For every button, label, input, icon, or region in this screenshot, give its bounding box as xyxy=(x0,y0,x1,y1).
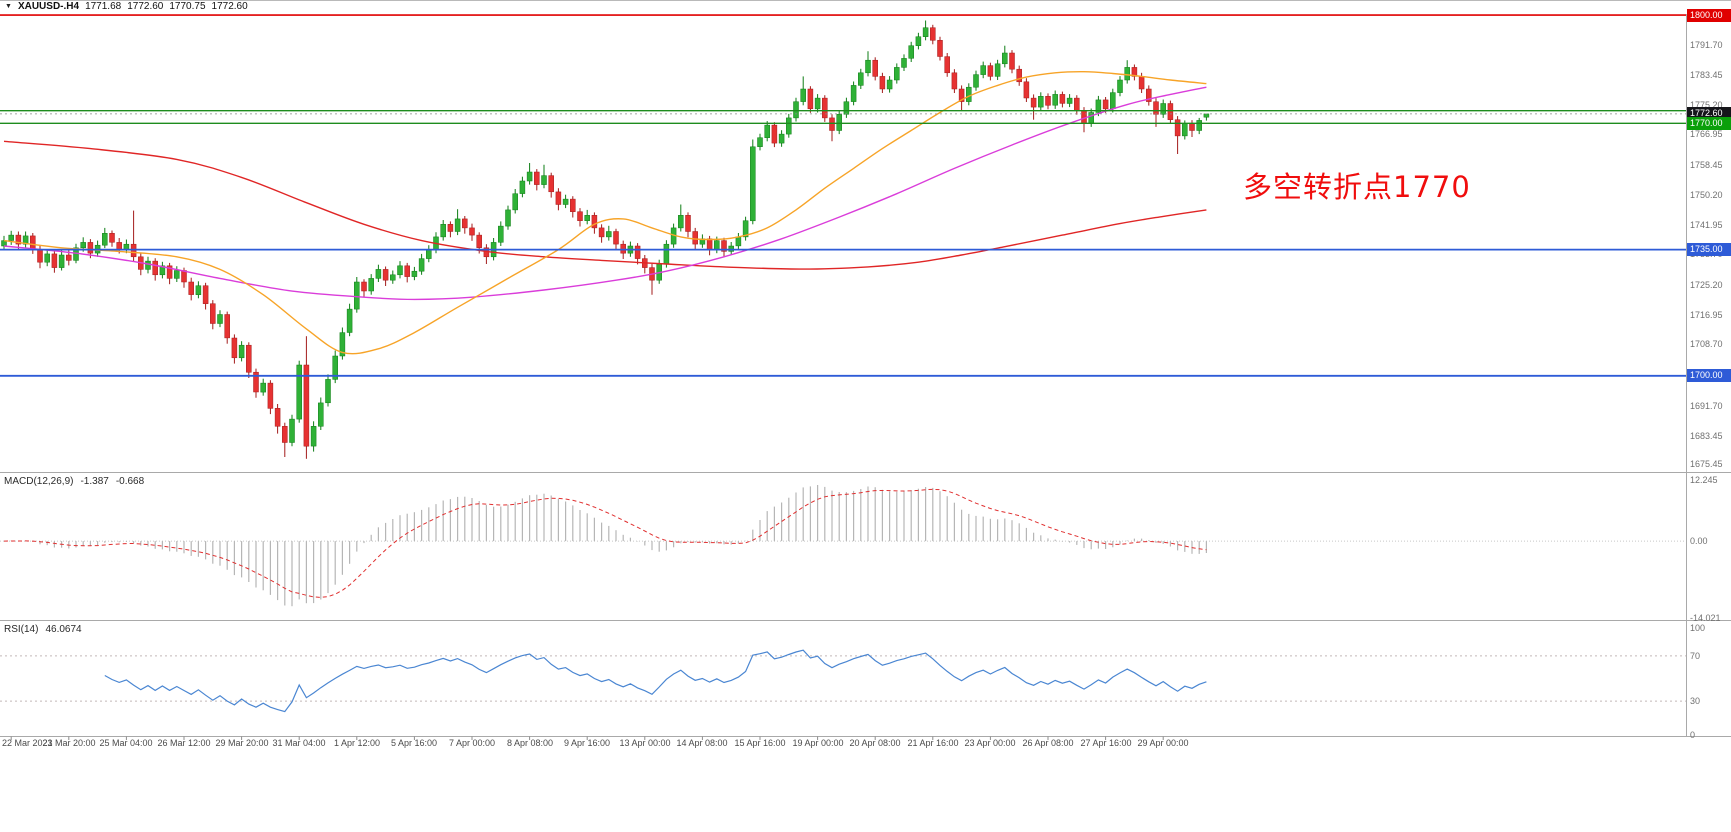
time-axis-label: 13 Apr 00:00 xyxy=(619,738,671,748)
candles-layer xyxy=(1,20,1210,459)
macd-label-name: MACD(12,26,9) xyxy=(4,476,74,487)
time-axis-label: 5 Apr 16:00 xyxy=(390,738,438,748)
price-tag-1700.00: 1700.00 xyxy=(1687,369,1731,382)
time-axis-label: 29 Mar 20:00 xyxy=(215,738,269,748)
time-axis-label: 1 Apr 12:00 xyxy=(333,738,381,748)
price-axis-tick: 1750.20 xyxy=(1690,190,1723,200)
time-axis-label: 15 Apr 16:00 xyxy=(734,738,786,748)
time-axis-label: 9 Apr 16:00 xyxy=(563,738,611,748)
price-tag-1800.00: 1800.00 xyxy=(1687,9,1731,22)
price-axis-tick: 1791.70 xyxy=(1690,40,1723,50)
time-axis-label: 19 Apr 00:00 xyxy=(792,738,844,748)
medium-magenta-ma-line xyxy=(3,86,1207,301)
time-axis-label: 7 Apr 00:00 xyxy=(448,738,496,748)
price-axis-tick: 1741.95 xyxy=(1690,220,1723,230)
price-axis-tick: 1691.70 xyxy=(1690,401,1723,411)
macd-histogram xyxy=(10,485,1208,607)
chart-symbol-period: XAUUSD-.H4 xyxy=(17,1,80,12)
macd-axis-tick: 12.245 xyxy=(1690,475,1718,485)
time-axis-label: 23 Apr 00:00 xyxy=(964,738,1016,748)
price-axis[interactable]: 1791.70 1783.45 1775.20 1766.95 1758.45 1750.… xyxy=(1687,0,1731,832)
price-tag-1772.60: 1772.60 xyxy=(1687,107,1731,120)
rsi-value: 46.0674 xyxy=(45,624,82,635)
symbol-dropdown-icon[interactable]: ▼ xyxy=(5,3,12,10)
rsi-line xyxy=(104,649,1207,713)
price-axis-tick: 1708.70 xyxy=(1690,339,1723,349)
price-axis-tick: 1775.20 xyxy=(1690,100,1723,110)
macd-indicator-label: MACD(12,26,9) -1.387 -0.668 xyxy=(4,476,144,487)
time-axis-label: 31 Mar 04:00 xyxy=(272,738,326,748)
time-axis-label: 23 Mar 20:00 xyxy=(42,738,96,748)
chart-annotation-text[interactable]: 多空转折点1770 xyxy=(1243,170,1471,204)
rsi-axis-tick: 0 xyxy=(1690,730,1696,740)
time-axis-label: 29 Apr 00:00 xyxy=(1137,738,1189,748)
time-axis-label: 14 Apr 08:00 xyxy=(676,738,728,748)
ohlc-open: 1771.68 xyxy=(85,1,122,12)
macd-signal-value: -0.668 xyxy=(115,476,145,487)
price-axis-tick: 1675.45 xyxy=(1690,459,1723,469)
time-axis-label: 25 Mar 04:00 xyxy=(99,738,153,748)
ohlc-low: 1770.75 xyxy=(169,1,206,12)
macd-axis-tick: -14.021 xyxy=(1690,613,1721,623)
slow-red-ma-line xyxy=(3,140,1207,270)
price-axis-tick: 1783.45 xyxy=(1690,70,1723,80)
price-axis-tick: 1758.45 xyxy=(1690,160,1723,170)
macd-main-value: -1.387 xyxy=(80,476,109,487)
time-axis-label: 8 Apr 08:00 xyxy=(506,738,554,748)
ohlc-close: 1772.60 xyxy=(211,1,248,12)
chart-title-bar: ▼ XAUUSD-.H4 1771.68 1772.60 1770.75 177… xyxy=(0,0,248,13)
time-axis-label: 20 Apr 08:00 xyxy=(849,738,901,748)
time-axis-label: 27 Apr 16:00 xyxy=(1080,738,1132,748)
time-axis-label: 26 Apr 08:00 xyxy=(1022,738,1074,748)
price-axis-tick: 1725.20 xyxy=(1690,280,1723,290)
time-axis[interactable]: 22 Mar 2021 23 Mar 20:00 25 Mar 04:00 26 Ma… xyxy=(0,738,1686,752)
ohlc-high: 1772.60 xyxy=(127,1,164,12)
time-axis-label: 22 Mar 2021 xyxy=(2,738,53,748)
time-axis-label: 26 Mar 12:00 xyxy=(157,738,211,748)
rsi-label-name: RSI(14) xyxy=(4,624,39,635)
price-axis-tick: 1766.95 xyxy=(1690,129,1723,139)
rsi-axis-tick: 30 xyxy=(1690,696,1701,706)
rsi-axis-tick: 70 xyxy=(1690,651,1701,661)
rsi-axis-tick: 100 xyxy=(1690,623,1706,633)
price-axis-tick: 1716.95 xyxy=(1690,310,1723,320)
price-tag-1735.00: 1735.00 xyxy=(1687,243,1731,256)
time-axis-label: 21 Apr 16:00 xyxy=(907,738,959,748)
price-axis-tick: 1683.45 xyxy=(1690,431,1723,441)
price-tag-1770.00: 1770.00 xyxy=(1687,117,1731,130)
macd-axis-tick: 0.00 xyxy=(1690,536,1708,546)
rsi-indicator-label: RSI(14) 46.0674 xyxy=(4,624,82,635)
fast-orange-ma-line xyxy=(3,70,1207,355)
